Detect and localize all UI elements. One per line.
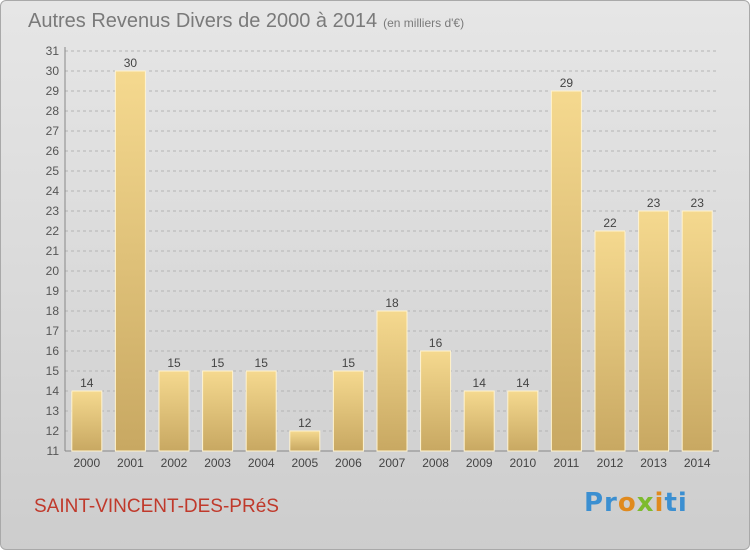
data-label-2014: 23 [691,196,705,210]
data-label-2006: 15 [342,356,356,370]
data-label-2004: 15 [255,356,269,370]
chart-subtitle: (en milliers d'€) [383,16,465,30]
bar-2004 [245,370,277,452]
y-tick-label: 26 [46,144,60,158]
location-name: SAINT-VINCENT-DES-PRéS [34,496,279,517]
x-tick-label: 2001 [117,456,144,470]
y-tick-label: 16 [46,344,60,358]
y-tick-label: 22 [46,224,60,238]
y-tick-label: 14 [46,384,60,398]
y-tick-label: 21 [46,244,60,258]
data-label-2008: 16 [429,336,443,350]
x-tick-label: 2014 [684,456,711,470]
y-tick-label: 11 [47,444,60,458]
y-tick-label: 23 [46,204,60,218]
data-label-2009: 14 [473,376,487,390]
bar-2000 [71,390,103,452]
x-tick-label: 2010 [509,456,536,470]
bar-2014 [681,210,713,452]
proxiti-logo: Proxiti [584,488,688,518]
y-tick-label: 18 [46,304,60,318]
bar-2001 [114,70,146,452]
x-tick-label: 2002 [161,456,188,470]
data-label-2000: 14 [80,376,94,390]
bar-2007 [376,310,408,452]
x-tick-label: 2013 [640,456,667,470]
bar-2008 [420,350,452,452]
y-tick-label: 19 [46,284,60,298]
y-tick-label: 15 [46,364,60,378]
data-label-2005: 12 [298,416,312,430]
bar-2009 [463,390,495,452]
bar-2006 [332,370,364,452]
y-tick-label: 30 [46,64,60,78]
data-label-2013: 23 [647,196,661,210]
y-tick-label: 20 [46,264,60,278]
data-label-2007: 18 [385,296,399,310]
bar-2002 [158,370,190,452]
x-tick-label: 2012 [597,456,624,470]
data-label-2012: 22 [603,216,617,230]
y-tick-label: 28 [46,104,60,118]
x-tick-label: 2000 [73,456,100,470]
x-tick-label: 2007 [379,456,406,470]
data-label-2001: 30 [124,56,138,70]
data-label-2003: 15 [211,356,225,370]
x-tick-label: 2009 [466,456,493,470]
y-tick-label: 24 [46,184,60,198]
x-tick-label: 2004 [248,456,275,470]
x-tick-label: 2005 [291,456,318,470]
data-label-2010: 14 [516,376,530,390]
x-tick-label: 2003 [204,456,231,470]
bar-2003 [202,370,234,452]
data-label-2002: 15 [167,356,181,370]
y-tick-label: 25 [46,164,60,178]
chart-title: Autres Revenus Divers de 2000 à 2014 (en … [28,10,464,33]
bar-2012 [594,230,626,452]
y-tick-label: 31 [46,44,60,58]
x-tick-label: 2011 [553,456,579,470]
bar-2011 [550,90,582,452]
bar-2010 [507,390,539,452]
y-tick-label: 17 [46,324,60,338]
bar-2005 [289,430,321,452]
y-tick-label: 13 [46,404,60,418]
x-tick-label: 2008 [422,456,449,470]
y-tick-label: 12 [46,424,60,438]
y-tick-label: 29 [46,84,60,98]
y-tick-label: 27 [46,124,60,138]
bar-2013 [638,210,670,452]
chart-title-text: Autres Revenus Divers de 2000 à 2014 [28,10,378,32]
x-tick-label: 2006 [335,456,362,470]
data-label-2011: 29 [560,76,574,90]
